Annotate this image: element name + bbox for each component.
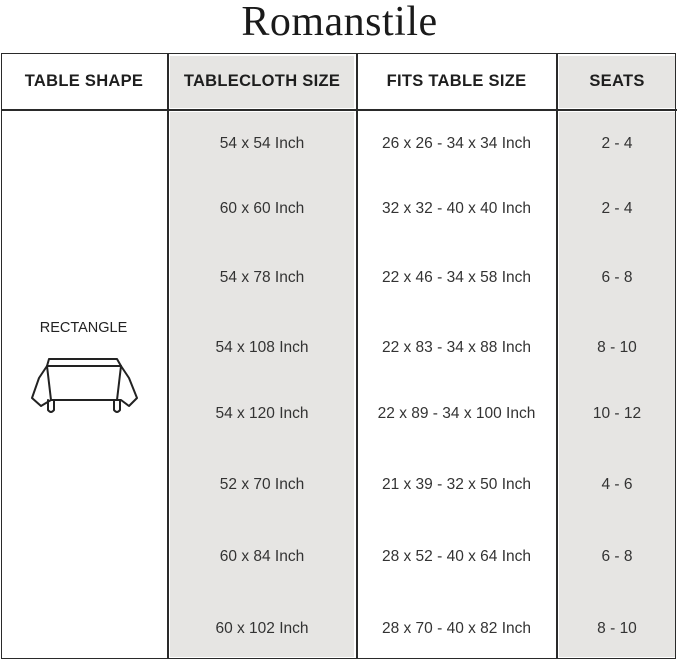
tablecloth-size-cell: 54 x 120 Inch [215,405,309,422]
tablecloth-size-cell: 60 x 84 Inch [219,548,305,565]
column-divider [556,53,558,659]
column-divider [167,53,169,659]
header-fits-table-size: FITS TABLE SIZE [386,72,527,90]
shape-label: RECTANGLE [39,320,128,336]
tablecloth-size-column-bg [170,56,354,657]
seats-cell: 2 - 4 [601,200,633,217]
tablecloth-size-cell: 54 x 54 Inch [219,135,305,152]
column-divider [356,53,358,659]
tablecloth-size-cell: 54 x 78 Inch [219,269,305,286]
fits-table-size-cell: 22 x 83 - 34 x 88 Inch [381,339,532,356]
size-table-frame [1,53,676,659]
seats-cell: 6 - 8 [601,269,633,286]
seats-cell: 6 - 8 [601,548,633,565]
seats-cell: 8 - 10 [597,620,637,637]
fits-table-size-cell: 28 x 52 - 40 x 64 Inch [381,548,532,565]
seats-cell: 8 - 10 [597,339,637,356]
header-divider [1,109,677,111]
fits-table-size-cell: 32 x 32 - 40 x 40 Inch [381,200,532,217]
seats-cell: 2 - 4 [601,135,633,152]
fits-table-size-cell: 28 x 70 - 40 x 82 Inch [381,620,532,637]
seats-column-bg [559,56,675,657]
fits-table-size-cell: 26 x 26 - 34 x 34 Inch [381,135,532,152]
tablecloth-size-cell: 54 x 108 Inch [215,339,309,356]
brand-logo: Romanstile [241,0,438,45]
tablecloth-size-cell: 60 x 102 Inch [215,620,309,637]
seats-cell: 10 - 12 [592,405,642,422]
header-table-shape: TABLE SHAPE [24,72,144,90]
rectangle-table-icon [31,358,138,413]
tablecloth-size-cell: 60 x 60 Inch [219,200,305,217]
fits-table-size-cell: 21 x 39 - 32 x 50 Inch [381,476,532,493]
fits-table-size-cell: 22 x 46 - 34 x 58 Inch [381,269,532,286]
fits-table-size-cell: 22 x 89 - 34 x 100 Inch [377,405,536,422]
header-tablecloth-size: TABLECLOTH SIZE [183,72,341,90]
header-seats: SEATS [589,72,645,90]
seats-cell: 4 - 6 [601,476,633,493]
tablecloth-size-cell: 52 x 70 Inch [219,476,305,493]
